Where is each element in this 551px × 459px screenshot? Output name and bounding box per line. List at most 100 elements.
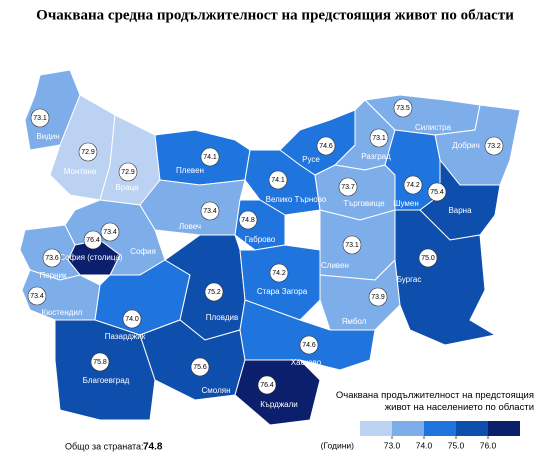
region-value: 72.9 <box>81 149 95 156</box>
region-name: Търговище <box>343 199 385 208</box>
region-value: 76.4 <box>86 237 100 244</box>
region-name: Велико Търново <box>266 195 327 204</box>
legend-swatch <box>392 421 424 436</box>
legend-title: Очаквана продължителност на предстоящия … <box>335 390 534 413</box>
value-badge <box>427 182 447 202</box>
labels: 73.1 Видин 72.9 Монтана 72.9 Враца 74.1 Плевен 7… <box>27 98 504 409</box>
total-value: 74.8 <box>143 442 163 453</box>
region-value: 75.6 <box>193 364 207 371</box>
region-value: 75.2 <box>207 289 221 296</box>
value-badge <box>100 222 120 242</box>
region-value: 73.1 <box>372 135 386 142</box>
value-badge <box>269 263 289 283</box>
value-badge <box>299 335 319 355</box>
value-badge <box>204 282 224 302</box>
region-name: Враца <box>115 183 139 192</box>
region-value: 74.0 <box>125 316 139 323</box>
legend-swatch <box>456 421 488 436</box>
value-badge <box>118 162 138 182</box>
region-name: Перник <box>39 271 67 280</box>
region-name: Силистра <box>415 123 451 132</box>
total-label: Общо за страната: <box>65 441 144 451</box>
value-badge <box>90 352 110 372</box>
value-badge <box>369 128 389 148</box>
legend-swatch <box>360 421 392 436</box>
region-value: 73.7 <box>341 184 355 191</box>
region-value: 74.6 <box>302 342 316 349</box>
region-value: 73.4 <box>203 208 217 215</box>
value-badge <box>342 235 362 255</box>
region-name: Смолян <box>202 386 231 395</box>
region <box>319 258 401 331</box>
region-name: Плевен <box>176 166 204 175</box>
region-name: Шумен <box>393 199 419 208</box>
map-title: Очаквана средна продължителност на предс… <box>36 7 514 23</box>
region-value: 73.1 <box>345 242 359 249</box>
region-name: Габрово <box>245 235 276 244</box>
region-value: 75.8 <box>93 359 107 366</box>
legend-unit: (Години) <box>321 440 355 450</box>
region-name: Хасково <box>291 358 322 367</box>
region-value: 74.1 <box>203 154 217 161</box>
region-name: Сливен <box>321 261 349 270</box>
region-name: Стара Загора <box>257 287 308 296</box>
legend: 73.0 74.0 75.0 76.0 (Години) <box>321 421 520 450</box>
region-value: 72.9 <box>121 169 135 176</box>
region-value: 73.1 <box>33 115 47 122</box>
region-name: Монтана <box>64 167 97 176</box>
region-name: Пазарджик <box>105 332 146 341</box>
legend-tick-label: 74.0 <box>416 440 433 450</box>
region-name: София (столица) <box>59 253 123 262</box>
legend-tick-label: 75.0 <box>448 440 465 450</box>
value-badge <box>200 147 220 167</box>
region-value: 74.2 <box>406 182 420 189</box>
region-name: Разград <box>361 152 391 161</box>
region-value: 73.2 <box>487 143 501 150</box>
value-badge <box>190 357 210 377</box>
region <box>54 319 156 421</box>
region-value: 74.6 <box>319 143 333 150</box>
region-name: Пловдив <box>206 313 239 322</box>
region-name: Кюстендил <box>42 308 83 317</box>
region-name: Бургас <box>397 275 422 284</box>
region-name: Кърджали <box>260 400 298 409</box>
region <box>239 299 376 371</box>
region-value: 74.1 <box>271 177 285 184</box>
region-value: 73.9 <box>371 294 385 301</box>
region <box>234 359 321 426</box>
value-badge <box>257 375 277 395</box>
region-name: Варна <box>448 206 472 215</box>
region-name: Ловеч <box>179 222 201 231</box>
region-name: София <box>130 247 156 256</box>
region-value: 76.4 <box>260 382 274 389</box>
regions <box>19 69 521 426</box>
value-badge <box>484 136 504 156</box>
legend-tick-label: 76.0 <box>480 440 497 450</box>
value-badge <box>78 142 98 162</box>
value-badge <box>403 175 423 195</box>
value-badge <box>368 287 388 307</box>
value-badge <box>27 286 47 306</box>
legend-tick-label: 73.0 <box>384 440 401 450</box>
region-name: Благоевград <box>83 376 130 385</box>
region-name: Видин <box>36 132 59 141</box>
value-badge <box>238 210 258 230</box>
region-value: 75.4 <box>430 189 444 196</box>
region-value: 75.0 <box>421 255 435 262</box>
value-badge <box>418 248 438 268</box>
value-badge <box>83 230 103 250</box>
region-name: Добрич <box>452 141 480 150</box>
region-value: 74.2 <box>272 270 286 277</box>
value-badge <box>122 309 142 329</box>
value-badge <box>338 177 358 197</box>
region-value: 74.8 <box>241 217 255 224</box>
region-value: 73.4 <box>30 293 44 300</box>
value-badge <box>393 98 413 118</box>
legend-swatch <box>488 421 520 436</box>
value-badge <box>268 170 288 190</box>
region-value: 73.5 <box>396 105 410 112</box>
region-name: Русе <box>302 155 320 164</box>
region-name: Ямбол <box>342 317 367 326</box>
